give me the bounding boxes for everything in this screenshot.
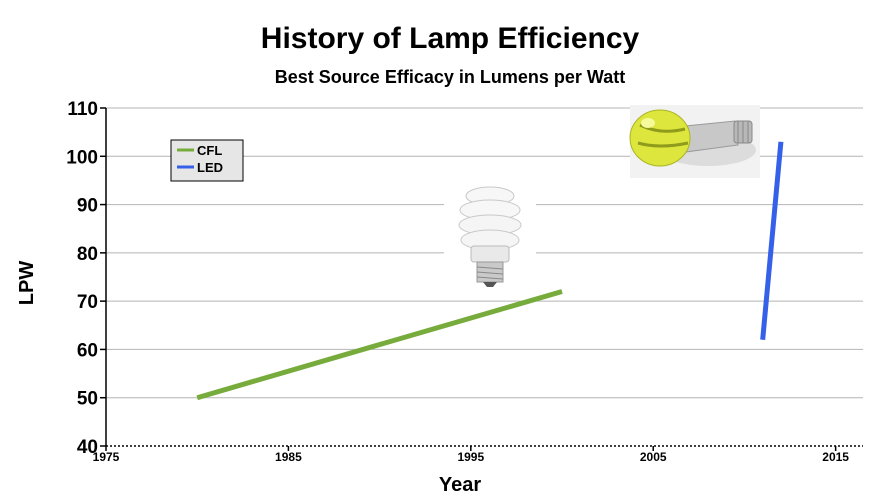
x-tick-label: 2015: [822, 450, 849, 464]
chart-title: History of Lamp Efficiency: [261, 22, 640, 55]
cfl-bulb-photo: [444, 183, 536, 288]
series-line-cfl: [196, 289, 563, 401]
series-line-led: [760, 141, 784, 341]
legend-label-led: LED: [197, 160, 223, 175]
series-lines: [196, 141, 784, 401]
chart-subtitle: Best Source Efficacy in Lumens per Watt: [275, 67, 625, 87]
legend: CFL LED: [170, 139, 244, 182]
led-bulb-photo: [629, 105, 760, 178]
x-tick-label: 1995: [457, 450, 484, 464]
y-tick-label: 90: [77, 196, 98, 217]
y-tick-label: 110: [67, 99, 98, 120]
y-axis-label: LPW: [16, 261, 38, 306]
x-tick-label: 1975: [93, 450, 120, 464]
x-tick-label: 1985: [275, 450, 302, 464]
x-axis-ticks: 1975 1985 1995 2005 2015: [93, 446, 849, 464]
y-tick-label: 40: [77, 437, 98, 458]
x-axis-label: Year: [439, 474, 481, 496]
y-tick-label: 70: [77, 292, 98, 313]
y-tick-label: 100: [66, 147, 98, 168]
y-axis-ticks: 40 50 60 70 80 90 100 110: [66, 99, 106, 458]
y-tick-label: 50: [77, 389, 98, 410]
legend-box: [170, 139, 244, 182]
x-tick-label: 2005: [640, 450, 667, 464]
y-tick-label: 80: [77, 244, 98, 265]
legend-label-cfl: CFL: [197, 143, 222, 158]
y-tick-label: 60: [77, 340, 98, 361]
